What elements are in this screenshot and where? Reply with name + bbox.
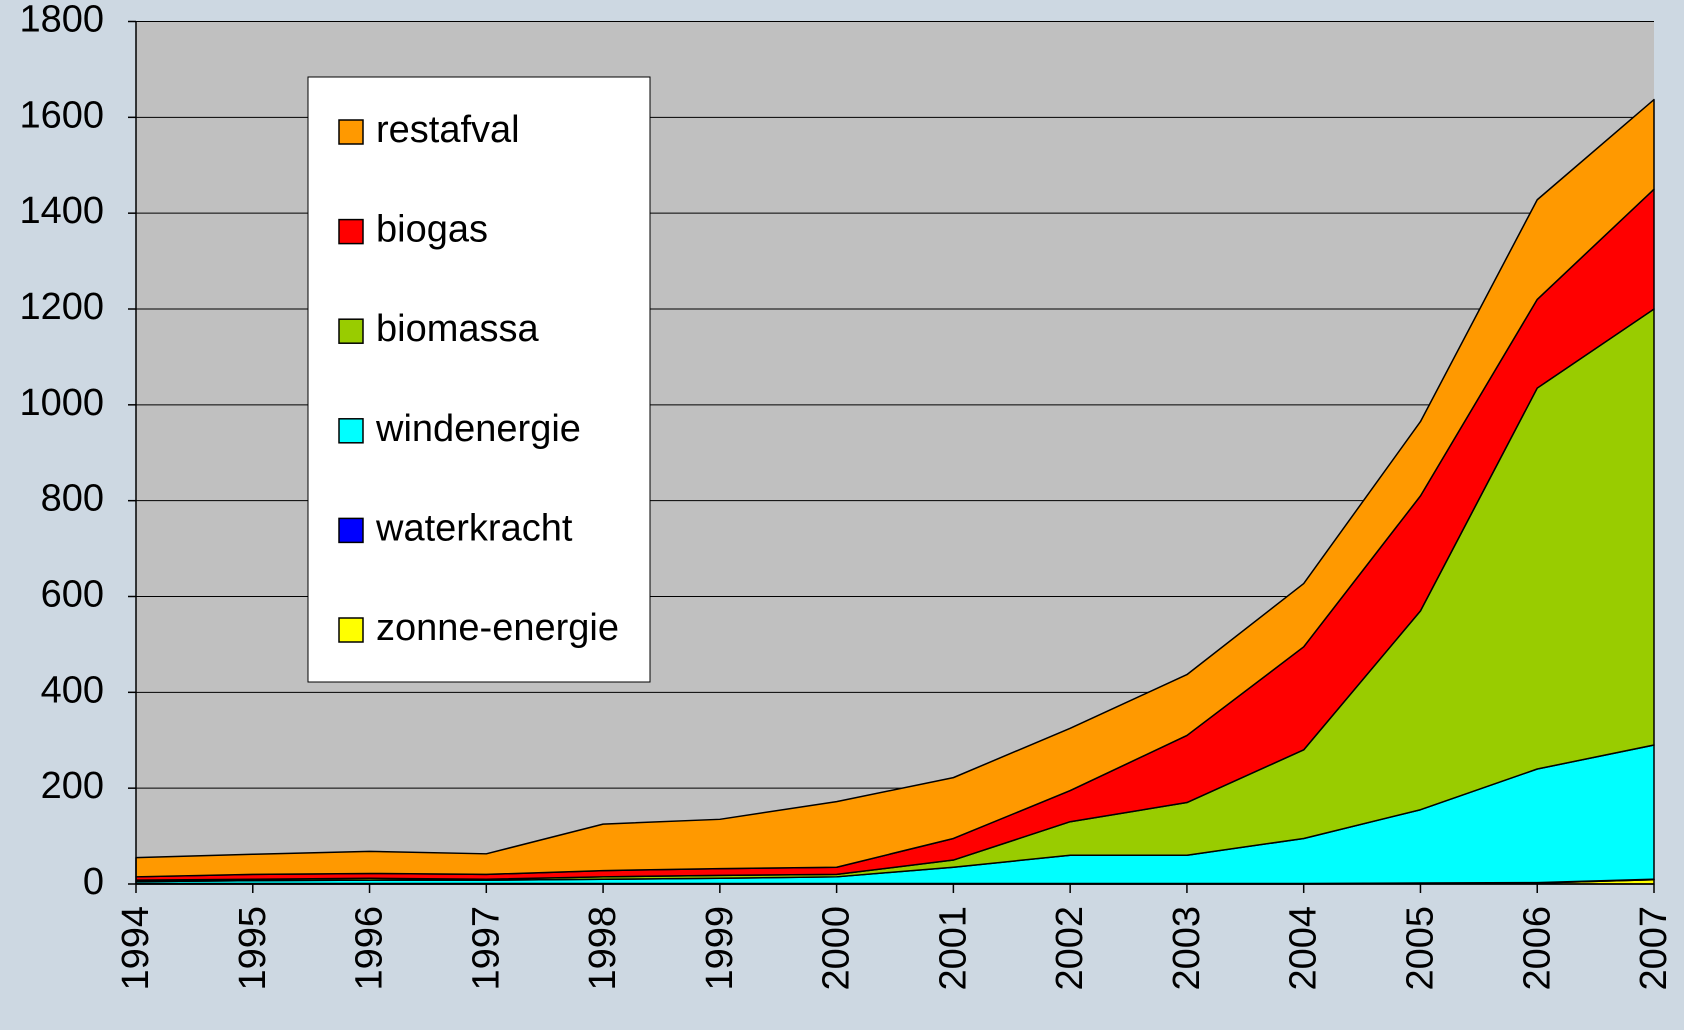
x-tick-label: 2004 [1283, 906, 1325, 991]
x-tick-label: 1995 [232, 906, 274, 991]
x-tick-label: 2006 [1516, 906, 1558, 991]
legend-swatch [338, 617, 364, 643]
legend: restafval biogas biomassa windenergie waterk… [307, 76, 651, 683]
y-tick-label: 600 [41, 574, 104, 616]
legend-swatch [338, 418, 364, 444]
y-tick-label: 1200 [19, 286, 104, 328]
x-tick-label: 1998 [582, 906, 624, 991]
x-tick-label: 1996 [349, 906, 391, 991]
y-tick-label: 0 [83, 861, 104, 903]
legend-swatch [338, 517, 364, 544]
x-tick-label: 2000 [816, 906, 858, 991]
y-tick-label: 1400 [19, 190, 104, 232]
y-tick-label: 1800 [19, 0, 104, 41]
legend-box [307, 76, 651, 683]
axes: 0 200 400 600 800 1000 1200 1400 1600 1800 1994 199… [19, 0, 1675, 991]
legend-label: biogas [376, 209, 488, 251]
y-tick-label: 800 [41, 478, 104, 520]
y-tick-label: 1000 [19, 382, 104, 424]
legend-swatch [338, 119, 364, 145]
x-tick-label: 2001 [932, 906, 974, 991]
legend-label: windenergie [375, 408, 581, 450]
x-tick-label: 2007 [1633, 906, 1675, 991]
legend-label: waterkracht [375, 507, 573, 549]
x-tick-label: 1997 [465, 906, 507, 991]
y-tick-label: 1600 [19, 94, 104, 136]
x-tick-label: 1994 [115, 906, 157, 991]
legend-label: zonne-energie [376, 607, 619, 649]
legend-label: restafval [376, 109, 520, 151]
y-tick-label: 400 [41, 669, 104, 711]
x-tick-label: 2005 [1399, 906, 1441, 991]
y-tick-label: 200 [41, 765, 104, 807]
x-tick-label: 2003 [1166, 906, 1208, 991]
x-tick-label: 2002 [1049, 906, 1091, 991]
legend-swatch [338, 218, 364, 245]
legend-label: biomassa [376, 308, 539, 350]
legend-swatch [338, 318, 364, 344]
area [135, 98, 1655, 878]
x-tick-label: 1999 [699, 906, 741, 991]
